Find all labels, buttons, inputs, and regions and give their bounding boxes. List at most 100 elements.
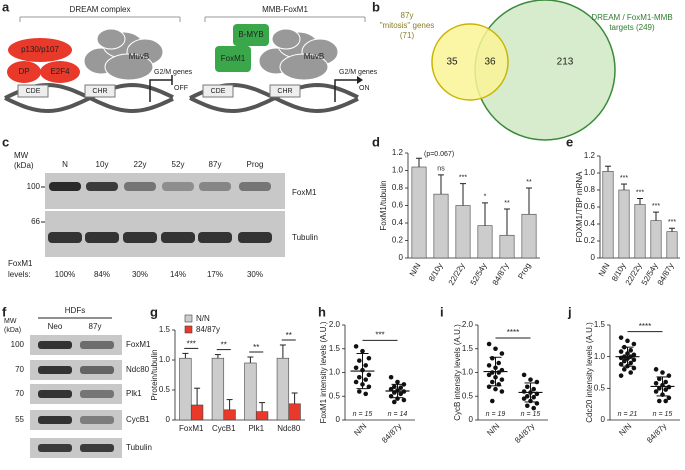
data-point bbox=[398, 391, 404, 397]
y-tick-label: 0.6 bbox=[584, 202, 596, 211]
data-point bbox=[353, 365, 359, 371]
data-point bbox=[490, 379, 495, 385]
data-point bbox=[493, 346, 498, 352]
n-label: n = 19 bbox=[486, 411, 506, 418]
band bbox=[123, 232, 157, 243]
y-tick-label: 0.8 bbox=[392, 183, 404, 192]
legend-swatch bbox=[184, 325, 193, 334]
data-point bbox=[653, 367, 659, 372]
x-tick-label: N/N bbox=[597, 261, 612, 278]
mw-value: 55 bbox=[15, 415, 24, 424]
y-axis-label: FoxM1 intensity levels (A.U.) bbox=[319, 321, 328, 423]
level-value: 14% bbox=[170, 270, 186, 279]
blot bbox=[30, 438, 122, 458]
annotation: (p=0.067) bbox=[424, 151, 454, 158]
panel-letter: j bbox=[567, 304, 572, 319]
data-point bbox=[357, 389, 362, 394]
x-tick-label: FoxM1 bbox=[179, 424, 204, 433]
data-point bbox=[660, 370, 665, 375]
blot bbox=[30, 335, 122, 355]
data-point bbox=[401, 382, 407, 387]
y-axis-label: FOXM1/TBP mRNA bbox=[575, 171, 584, 243]
promoter-element bbox=[202, 84, 234, 98]
data-point bbox=[363, 377, 369, 382]
band bbox=[161, 232, 195, 243]
data-point bbox=[525, 384, 530, 390]
lane-label: N bbox=[62, 160, 68, 169]
bar bbox=[411, 166, 427, 259]
band bbox=[48, 232, 82, 243]
bar bbox=[666, 231, 678, 259]
data-point bbox=[366, 384, 372, 390]
promoter-element bbox=[84, 84, 116, 98]
band-label: Plk1 bbox=[126, 389, 142, 398]
data-point bbox=[618, 361, 624, 367]
bar bbox=[288, 403, 301, 421]
element-label: CHR bbox=[92, 88, 107, 95]
x-tick-label: CycB1 bbox=[212, 424, 236, 433]
annotation: *** bbox=[459, 174, 467, 181]
muvb-subunit bbox=[279, 53, 329, 81]
y-tick-label: 0 bbox=[591, 253, 596, 262]
band bbox=[80, 390, 114, 398]
data-point bbox=[392, 384, 397, 390]
level-value: 100% bbox=[55, 270, 75, 279]
data-point bbox=[531, 386, 536, 392]
band bbox=[199, 182, 231, 191]
band-label: Ndc80 bbox=[126, 365, 150, 374]
legend-label: 84/87y bbox=[196, 325, 220, 334]
bar bbox=[179, 357, 192, 421]
mw-label: MW bbox=[4, 318, 17, 325]
data-point bbox=[653, 380, 659, 386]
y-tick-label: 0 bbox=[601, 415, 606, 424]
data-point bbox=[521, 396, 527, 401]
band-label: CycB1 bbox=[126, 415, 150, 424]
y-tick-label: 0 bbox=[166, 415, 171, 424]
data-point bbox=[366, 355, 372, 361]
band-label: Tubulin bbox=[292, 233, 318, 242]
data-point bbox=[528, 377, 533, 382]
y-tick-label: 1.0 bbox=[329, 368, 341, 377]
band bbox=[80, 366, 114, 374]
data-point bbox=[366, 372, 372, 378]
x-tick-label: Plk1 bbox=[248, 424, 264, 433]
x-tick-label: Ndc80 bbox=[277, 424, 301, 433]
y-tick-label: 1.0 bbox=[392, 166, 404, 175]
data-point bbox=[618, 349, 624, 354]
data-point bbox=[525, 393, 530, 399]
venn-label: (71) bbox=[400, 31, 415, 40]
mw-value: 70 bbox=[15, 365, 24, 374]
protein-label: DP bbox=[18, 67, 29, 76]
muvb-subunit bbox=[271, 28, 301, 50]
levels-label: FoxM1 bbox=[8, 259, 33, 268]
protein bbox=[40, 61, 80, 83]
y-tick-label: 2.0 bbox=[462, 320, 474, 329]
gene-arrow bbox=[334, 79, 357, 102]
x-tick-label: N/N bbox=[408, 261, 423, 278]
data-point bbox=[631, 365, 637, 371]
data-point bbox=[622, 358, 627, 364]
mw-label: (kDa) bbox=[14, 161, 34, 170]
bar bbox=[477, 225, 493, 259]
protein bbox=[233, 24, 269, 46]
venn-count: 36 bbox=[484, 57, 496, 68]
x-tick-label: 84/87y bbox=[645, 422, 668, 445]
lane-label: 87y bbox=[209, 160, 222, 169]
panel-letter: e bbox=[566, 134, 573, 149]
band bbox=[38, 390, 72, 398]
y-tick-label: 1.0 bbox=[584, 168, 596, 177]
element-label: CHR bbox=[277, 88, 292, 95]
data-point bbox=[499, 351, 505, 356]
y-tick-label: 2.0 bbox=[329, 320, 341, 329]
x-tick-label: 84/87y bbox=[513, 422, 536, 445]
x-tick-label: 8/10y bbox=[427, 262, 445, 283]
band-label: FoxM1 bbox=[126, 340, 151, 349]
y-tick-label: 1.2 bbox=[584, 151, 596, 160]
muvb-subunit bbox=[96, 28, 126, 50]
y-tick-label: 1.0 bbox=[159, 355, 171, 364]
y-axis-label: Protein/tubulin bbox=[150, 349, 159, 400]
promoter-element bbox=[269, 84, 301, 98]
significance: ** bbox=[253, 343, 259, 352]
muvb-subunit bbox=[104, 53, 154, 81]
